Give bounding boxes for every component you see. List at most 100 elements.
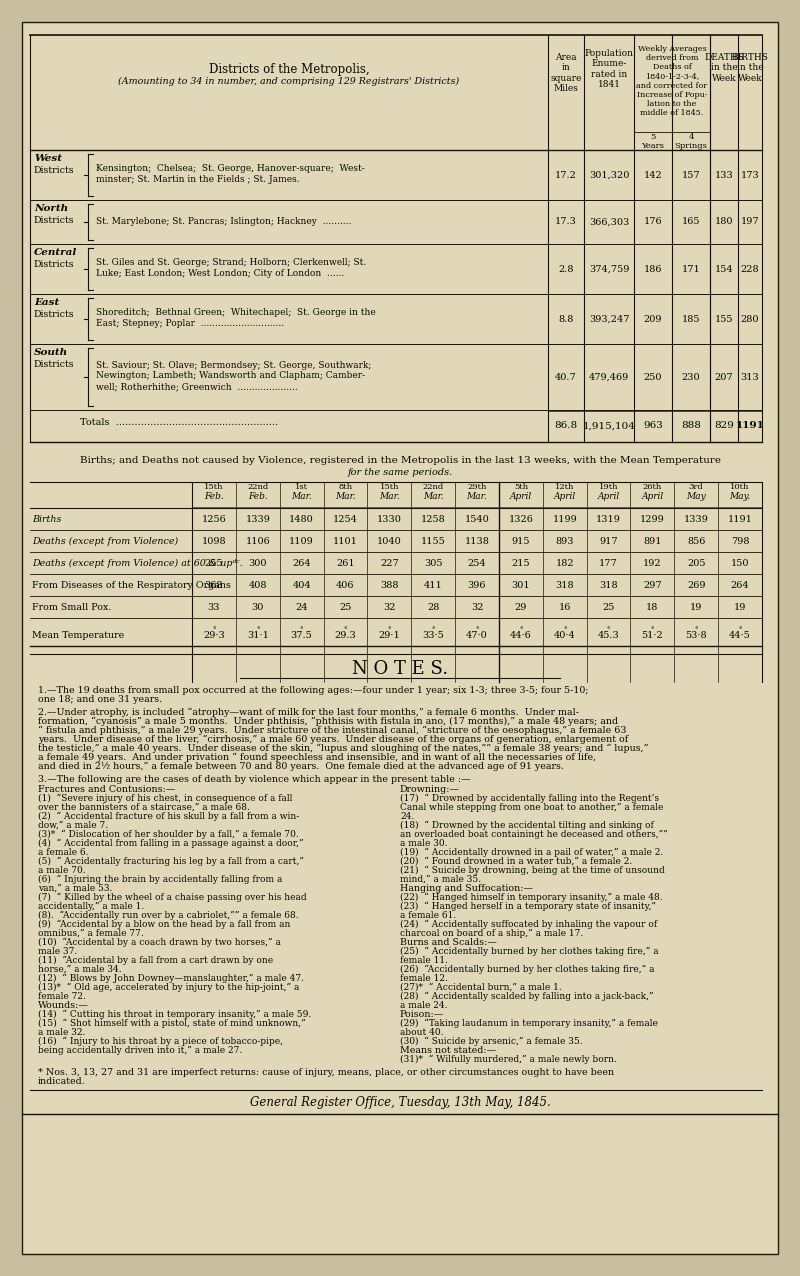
- Text: (Amounting to 34 in number, and comprising 129 Registrars' Districts): (Amounting to 34 in number, and comprisi…: [118, 77, 460, 85]
- Text: 186: 186: [644, 264, 662, 273]
- Text: 396: 396: [468, 581, 486, 590]
- Text: 893: 893: [555, 536, 574, 546]
- Text: (10)  “Accidental by a coach drawn by two horses,” a: (10) “Accidental by a coach drawn by two…: [38, 938, 281, 947]
- Text: 28: 28: [427, 602, 439, 611]
- Text: (26)  “Accidentally burned by her clothes taking fire,” a: (26) “Accidentally burned by her clothes…: [400, 965, 654, 975]
- Text: April: April: [510, 493, 532, 501]
- Text: (1)  “Severe injury of his chest, in consequence of a fall: (1) “Severe injury of his chest, in cons…: [38, 794, 292, 804]
- Text: 173: 173: [741, 171, 759, 180]
- Text: 25: 25: [339, 602, 352, 611]
- Text: 1155: 1155: [421, 536, 446, 546]
- Text: 182: 182: [555, 559, 574, 568]
- Text: 30: 30: [251, 602, 264, 611]
- Text: 963: 963: [643, 421, 663, 430]
- Text: Means not stated:—: Means not stated:—: [400, 1046, 496, 1055]
- Text: female 11.: female 11.: [400, 956, 448, 965]
- Text: Hanging and Suffocation:—: Hanging and Suffocation:—: [400, 884, 533, 893]
- Text: N O T E S.: N O T E S.: [352, 660, 448, 678]
- Text: 157: 157: [682, 171, 700, 180]
- Text: and died in 2½ hours,” a female between 70 and 80 years.  One female died at the: and died in 2½ hours,” a female between …: [38, 762, 564, 771]
- Text: Districts: Districts: [34, 216, 74, 225]
- Text: Population
Enume-
rated in
1841: Population Enume- rated in 1841: [585, 48, 634, 89]
- Text: 33·5: 33·5: [422, 630, 444, 639]
- Text: 255: 255: [205, 559, 223, 568]
- Text: 1098: 1098: [202, 536, 226, 546]
- Text: 1101: 1101: [333, 536, 358, 546]
- Text: (20)  “ Found drowned in a water tub,” a female 2.: (20) “ Found drowned in a water tub,” a …: [400, 857, 632, 866]
- Text: 26th: 26th: [642, 484, 662, 491]
- Text: * Nos. 3, 13, 27 and 31 are imperfect returns: cause of injury, means, place, or: * Nos. 3, 13, 27 and 31 are imperfect re…: [38, 1068, 614, 1077]
- Text: Districts: Districts: [34, 360, 74, 369]
- Text: 1191: 1191: [728, 514, 753, 523]
- Text: °: °: [431, 627, 435, 634]
- Text: female 12.: female 12.: [400, 974, 448, 983]
- Text: 1138: 1138: [465, 536, 490, 546]
- Text: 29th: 29th: [467, 484, 486, 491]
- Text: 155: 155: [714, 314, 734, 324]
- Text: (15)  “ Shot himself with a pistol, state of mind unknown,”: (15) “ Shot himself with a pistol, state…: [38, 1020, 306, 1028]
- Text: 154: 154: [714, 264, 734, 273]
- Text: °: °: [256, 627, 259, 634]
- Text: a female 61.: a female 61.: [400, 911, 456, 920]
- Text: a female 6.: a female 6.: [38, 849, 89, 857]
- Text: 44·5: 44·5: [730, 630, 751, 639]
- Text: Drowning:—: Drowning:—: [400, 785, 460, 794]
- Text: Deaths (except from Violence): Deaths (except from Violence): [32, 536, 178, 546]
- Text: male 37.: male 37.: [38, 947, 78, 956]
- Text: Mean Temperature: Mean Temperature: [32, 630, 124, 639]
- Text: a male 30.: a male 30.: [400, 840, 447, 849]
- Text: van,” a male 53.: van,” a male 53.: [38, 884, 112, 893]
- Text: 798: 798: [731, 536, 750, 546]
- Text: 393,247: 393,247: [589, 314, 630, 324]
- Text: (22)  “ Hanged himself in temporary insanity,” a male 48.: (22) “ Hanged himself in temporary insan…: [400, 893, 662, 902]
- Text: well; Rotherhithe; Greenwich  .....................: well; Rotherhithe; Greenwich ...........…: [96, 383, 298, 392]
- Text: 891: 891: [643, 536, 662, 546]
- Text: 228: 228: [741, 264, 759, 273]
- Text: 5
Years: 5 Years: [642, 133, 665, 151]
- Text: dow,” a male 7.: dow,” a male 7.: [38, 820, 108, 829]
- Text: mind,” a male 35.: mind,” a male 35.: [400, 875, 481, 884]
- Text: 411: 411: [424, 581, 442, 590]
- Text: 29: 29: [514, 602, 527, 611]
- Text: Wounds:—: Wounds:—: [38, 1000, 89, 1011]
- Text: 8th: 8th: [338, 484, 353, 491]
- Text: 19: 19: [734, 602, 746, 611]
- Text: 197: 197: [741, 217, 759, 227]
- Text: 171: 171: [682, 264, 700, 273]
- Text: (8).  “Accidentally run over by a cabriolet,”” a female 68.: (8). “Accidentally run over by a cabriol…: [38, 911, 298, 920]
- Text: 192: 192: [643, 559, 662, 568]
- Text: 856: 856: [687, 536, 706, 546]
- Text: 40.7: 40.7: [555, 373, 577, 382]
- Text: 250: 250: [644, 373, 662, 382]
- Text: 165: 165: [682, 217, 700, 227]
- Text: 33: 33: [208, 602, 220, 611]
- Text: Deaths (except from Violence) at 60 & upᵈᶜ.: Deaths (except from Violence) at 60 & up…: [32, 559, 242, 568]
- Text: 280: 280: [741, 314, 759, 324]
- Text: a female 49 years.  And under privation “ found speechless and insensible, and i: a female 49 years. And under privation “…: [38, 753, 596, 762]
- Text: (28)  “ Accidentally scalded by falling into a jack-back,”: (28) “ Accidentally scalded by falling i…: [400, 991, 654, 1002]
- Text: Fractures and Contusions:—: Fractures and Contusions:—: [38, 785, 175, 794]
- Text: female 72.: female 72.: [38, 991, 86, 1000]
- Text: South: South: [34, 348, 68, 357]
- Text: (3)*  “ Dislocation of her shoulder by a fall,” a female 70.: (3)* “ Dislocation of her shoulder by a …: [38, 829, 298, 840]
- Text: a male 32.: a male 32.: [38, 1028, 86, 1037]
- Text: 53·8: 53·8: [686, 630, 707, 639]
- Text: an overloaded boat containingt he deceased and others,””: an overloaded boat containingt he deceas…: [400, 829, 668, 840]
- Text: °: °: [606, 627, 610, 634]
- Text: 10th: 10th: [730, 484, 750, 491]
- Text: 19th: 19th: [598, 484, 618, 491]
- Text: °: °: [344, 627, 347, 634]
- Text: May.: May.: [730, 493, 750, 501]
- Text: St. Marylebone; St. Pancras; Islington; Hackney  ..........: St. Marylebone; St. Pancras; Islington; …: [96, 217, 351, 226]
- Text: °: °: [563, 627, 566, 634]
- Text: 17.2: 17.2: [555, 171, 577, 180]
- Text: minster; St. Martin in the Fields ; St. James.: minster; St. Martin in the Fields ; St. …: [96, 175, 300, 184]
- Text: °: °: [475, 627, 478, 634]
- Text: Districts: Districts: [34, 166, 74, 175]
- Text: Births: Births: [32, 514, 62, 523]
- Text: 207: 207: [714, 373, 734, 382]
- Text: 264: 264: [292, 559, 311, 568]
- Text: Mar.: Mar.: [379, 493, 400, 501]
- Text: (13)*  “ Old age, accelerated by injury to the hip-joint,” a: (13)* “ Old age, accelerated by injury t…: [38, 983, 299, 993]
- Text: From Diseases of the Respiratory Organs: From Diseases of the Respiratory Organs: [32, 581, 231, 590]
